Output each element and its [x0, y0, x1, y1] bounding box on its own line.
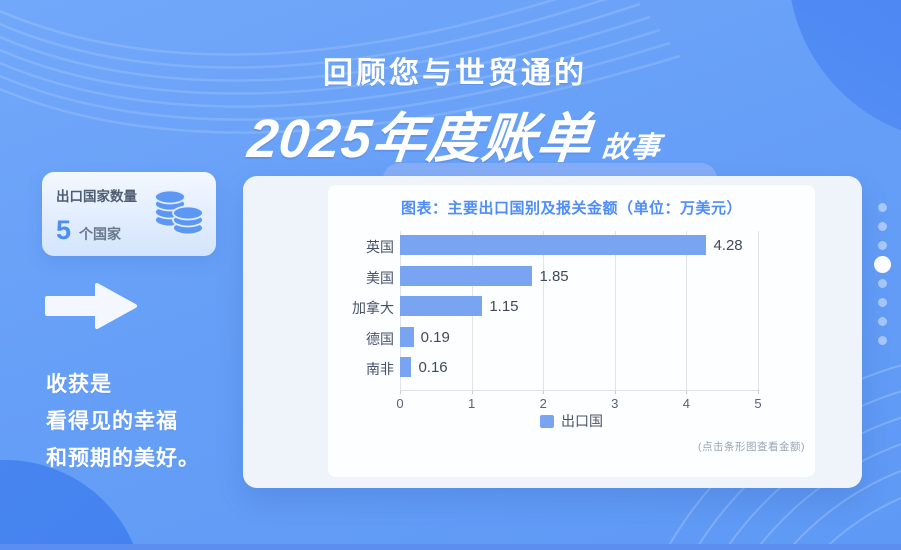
x-tick-label: 1 [467, 396, 476, 411]
slogan-text: 收获是 看得见的幸福 和预期的美好。 [46, 366, 200, 477]
axis-tick [758, 390, 759, 394]
axis-tick [543, 390, 545, 394]
category-label: 南非 [366, 361, 394, 378]
title-main-text: 2025年度账单 [244, 109, 596, 169]
dot-small [877, 202, 887, 212]
bar-value-label: 0.16 [418, 359, 448, 377]
category-label: 德国 [366, 330, 394, 347]
page-header: 回顾您与世贸通的 2025年度账单 故事 [0, 48, 901, 173]
x-axis-line [400, 390, 758, 391]
coins-icon [154, 189, 204, 236]
bar-value-label: 1.15 [489, 298, 519, 316]
bottom-strip-decoration [0, 544, 901, 550]
header-subtitle: 回顾您与世贸通的 [323, 57, 587, 90]
stat-label: 出口国家数量 [56, 189, 137, 204]
x-tick-label: 2 [539, 396, 547, 411]
category-label: 美国 [366, 269, 394, 286]
slogan-line-3: 和预期的美好。 [46, 447, 200, 470]
stat-value: 5 [56, 215, 72, 245]
title-suffix-text: 故事 [600, 132, 662, 164]
bar-英国[interactable] [400, 235, 707, 255]
bar-chart: 0 1 2 3 4 5 英国 4.28 美国 1.85 加拿大 1.15 德国 0.19 南非 0.16 [328, 185, 815, 477]
axis-tick [400, 390, 401, 394]
axis-tick [471, 390, 473, 394]
bar-value-label: 1.85 [539, 267, 569, 285]
bar-加拿大[interactable] [400, 296, 483, 317]
export-country-stat-card: 出口国家数量 5 个国家 [42, 172, 216, 256]
dot-small [877, 316, 887, 326]
stat-unit: 个国家 [79, 226, 122, 242]
arrow-right-icon [45, 283, 137, 329]
x-tick-label: 3 [611, 396, 619, 411]
category-label: 加拿大 [352, 300, 394, 317]
gridline [686, 231, 688, 390]
x-tick-label: 4 [682, 396, 690, 411]
gridline [543, 231, 545, 390]
bar-南非[interactable] [400, 357, 412, 378]
gridline [614, 231, 616, 390]
chart-note: (点击条形图查看金额) [698, 441, 805, 453]
dot-small [877, 240, 887, 250]
dot-small [877, 278, 887, 288]
gridline [758, 231, 759, 390]
bar-美国[interactable] [400, 265, 533, 286]
axis-tick [686, 390, 688, 394]
bar-德国[interactable] [400, 326, 414, 347]
dot-small [877, 335, 887, 345]
bar-value-label: 0.19 [420, 328, 450, 346]
page-title: 2025年度账单 故事 [0, 94, 901, 173]
axis-tick [614, 390, 616, 394]
stat-value-row: 5 个国家 [56, 217, 121, 244]
x-tick-label: 0 [396, 396, 404, 411]
dot-small [877, 297, 887, 307]
bar-value-label: 4.28 [713, 237, 743, 254]
dot-large [873, 255, 891, 273]
x-tick-label: 5 [754, 396, 762, 411]
slogan-line-2: 看得见的幸福 [46, 410, 178, 433]
export-chart-card: 图表：主要出口国别及报关金额（单位：万美元） 0 1 2 3 4 5 英国 4.28 美国 1.8… [243, 176, 862, 488]
category-label: 英国 [366, 239, 394, 255]
chart-legend: 出口国 [328, 411, 815, 431]
chart-title: 图表：主要出口国别及报关金额（单位：万美元） [400, 200, 742, 217]
legend-label: 出口国 [561, 413, 603, 429]
legend-swatch [540, 414, 554, 428]
dot-small [877, 221, 887, 231]
chart-panel: 图表：主要出口国别及报关金额（单位：万美元） 0 1 2 3 4 5 英国 4.28 美国 1.8… [328, 185, 815, 477]
slogan-line-1: 收获是 [46, 373, 112, 396]
